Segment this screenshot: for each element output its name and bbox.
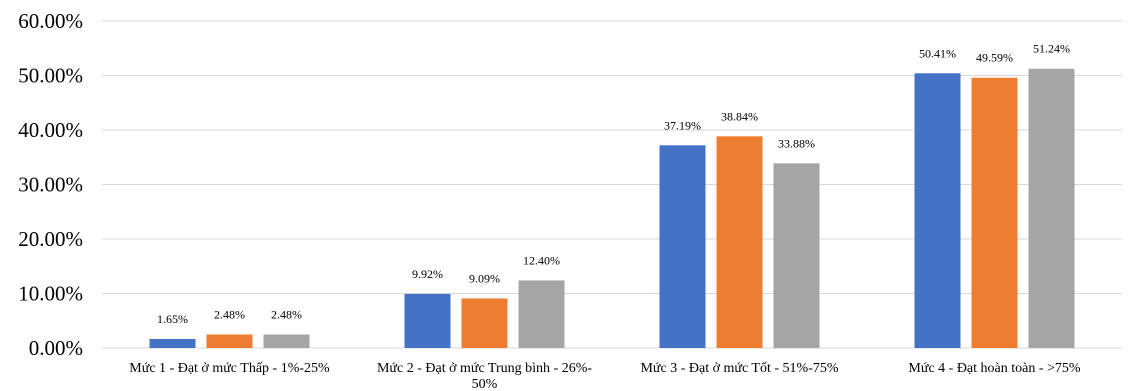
category-label: Mức 3 - Đạt ở mức Tốt - 51%-75% [640,361,838,376]
data-label: 38.84% [721,109,758,123]
y-tick-label: 20.00% [18,227,83,251]
data-label: 2.48% [271,307,302,321]
data-labels: 1.65% 2.48% 2.48% 9.92% 9.09% 12.40% 37.19% 38.… [157,42,1070,326]
bar [659,145,706,348]
bar [404,293,451,348]
data-label: 12.40% [523,253,560,267]
category-label: 50% [472,377,498,391]
y-tick-label: 10.00% [18,282,83,306]
y-axis-tick-labels: 0.00% 10.00% 20.00% 30.00% 40.00% 50.00% 60.00… [18,9,83,360]
data-label: 9.92% [412,267,443,281]
data-label: 50.41% [919,46,956,60]
bar [206,334,253,348]
data-label: 49.59% [976,51,1013,65]
bar [971,77,1018,348]
x-axis-category-labels: Mức 1 - Đạt ở mức Thấp - 1%-25% Mức 2 - Đ… [129,361,1081,391]
data-label: 37.19% [664,118,701,132]
y-tick-label: 60.00% [18,9,83,33]
bars [149,68,1075,348]
bar [149,339,196,348]
data-label: 51.24% [1033,42,1070,56]
data-label: 33.88% [778,136,815,150]
y-tick-label: 30.00% [18,173,83,197]
y-tick-label: 40.00% [18,118,83,142]
bar [263,334,310,348]
data-label: 2.48% [214,307,245,321]
bar [461,298,508,348]
category-label: Mức 2 - Đạt ở mức Trung bình - 26%- [377,361,592,376]
category-label: Mức 1 - Đạt ở mức Thấp - 1%-25% [129,361,330,376]
bar [914,73,961,348]
gridlines [102,20,1122,349]
data-label: 9.09% [469,271,500,285]
bar [1028,68,1075,348]
data-label: 1.65% [157,312,188,326]
y-tick-label: 50.00% [18,64,83,88]
category-label: Mức 4 - Đạt hoàn toàn - >75% [908,361,1081,376]
bar [773,163,820,348]
bar [716,136,763,348]
bar [518,280,565,348]
y-tick-label: 0.00% [29,336,83,360]
